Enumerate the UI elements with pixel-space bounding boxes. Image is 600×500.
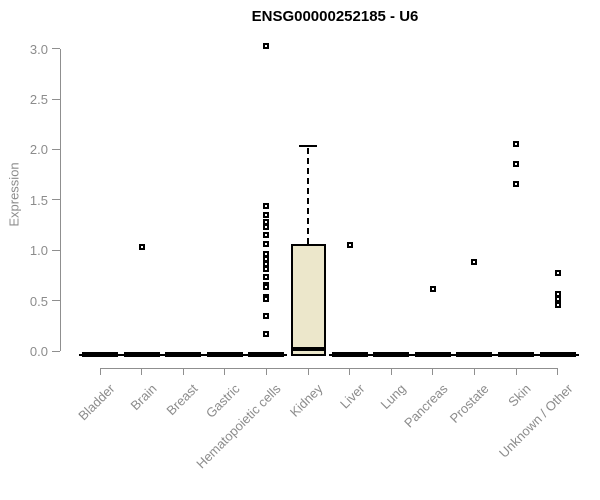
y-tick bbox=[52, 148, 60, 150]
x-tick bbox=[99, 368, 101, 375]
y-tick bbox=[52, 98, 60, 100]
outlier-point bbox=[263, 266, 270, 273]
x-tick bbox=[515, 368, 517, 375]
outlier-point bbox=[471, 259, 478, 266]
outlier-point bbox=[513, 180, 519, 187]
outlier-point bbox=[554, 270, 561, 277]
outlier-point bbox=[263, 274, 270, 281]
zero-median-bar bbox=[373, 352, 410, 357]
zero-median-bar bbox=[331, 352, 368, 357]
outlier-point bbox=[263, 232, 270, 239]
y-tick-label: 2.0 bbox=[29, 142, 48, 158]
y-tick bbox=[52, 300, 60, 302]
outlier-point bbox=[263, 218, 270, 225]
zero-median-bar bbox=[165, 352, 202, 357]
zero-median-bar bbox=[539, 352, 576, 357]
zero-median-bar bbox=[498, 352, 534, 357]
x-tick bbox=[141, 368, 143, 375]
y-tick-label: 1.5 bbox=[29, 192, 48, 208]
y-tick-label: 3.0 bbox=[29, 41, 48, 57]
x-tick bbox=[224, 368, 226, 375]
y-tick-label: 1.0 bbox=[29, 243, 48, 259]
x-tick bbox=[432, 368, 434, 375]
x-tick bbox=[473, 368, 475, 375]
outlier-point bbox=[263, 295, 270, 302]
y-tick bbox=[52, 199, 60, 201]
y-tick-label: 0.5 bbox=[29, 293, 48, 309]
x-tick-label: Prostate bbox=[447, 381, 492, 426]
zero-median-bar bbox=[456, 352, 493, 357]
x-tick bbox=[349, 368, 351, 375]
upper-whisker bbox=[307, 148, 309, 245]
x-tick-label: Lung bbox=[377, 381, 409, 413]
x-tick-label: Liver bbox=[336, 381, 368, 412]
x-tick-label: Unknown / Other bbox=[495, 381, 576, 461]
outlier-point bbox=[263, 284, 270, 291]
y-tick bbox=[52, 249, 60, 251]
whisker-cap bbox=[299, 145, 317, 148]
outlier-point bbox=[429, 285, 436, 292]
x-tick-label: Pancreas bbox=[400, 381, 451, 431]
outlier-point bbox=[263, 202, 270, 209]
y-tick bbox=[52, 350, 60, 352]
zero-median-bar bbox=[248, 352, 285, 357]
outlier-point bbox=[346, 242, 353, 249]
median-line bbox=[290, 346, 326, 351]
outlier-point bbox=[513, 141, 519, 148]
x-tick-label: Gastric bbox=[202, 381, 243, 421]
outlier-point bbox=[263, 251, 270, 258]
outlier-point bbox=[554, 301, 561, 308]
x-axis-line bbox=[100, 368, 558, 369]
y-tick-label: 0.0 bbox=[29, 344, 48, 359]
x-tick-label: Bladder bbox=[75, 381, 118, 424]
x-tick bbox=[307, 368, 309, 375]
x-tick-label: Brain bbox=[127, 381, 160, 414]
outlier-point bbox=[263, 261, 270, 268]
outlier-point bbox=[263, 241, 270, 248]
y-tick bbox=[52, 48, 60, 50]
zero-median-bar bbox=[82, 352, 118, 357]
outlier-point bbox=[513, 160, 519, 167]
zero-median-bar bbox=[123, 352, 160, 357]
outlier-point bbox=[263, 256, 270, 263]
outlier-point bbox=[554, 295, 561, 302]
x-tick bbox=[390, 368, 392, 375]
x-tick-label: Breast bbox=[163, 381, 201, 419]
x-tick bbox=[182, 368, 184, 375]
x-tick bbox=[557, 368, 559, 375]
x-tick-label: Kidney bbox=[286, 381, 326, 420]
outlier-point bbox=[263, 224, 270, 231]
outlier-point bbox=[263, 211, 270, 218]
outlier-point bbox=[138, 244, 145, 251]
y-tick-label: 2.5 bbox=[29, 92, 48, 107]
outlier-point bbox=[263, 42, 270, 49]
box bbox=[290, 244, 326, 356]
outlier-point bbox=[263, 312, 270, 319]
x-tick-label: Skin bbox=[505, 381, 534, 410]
chart-title: ENSG00000252185 - U6 bbox=[251, 8, 419, 25]
x-tick bbox=[265, 368, 267, 375]
outlier-point bbox=[263, 330, 270, 337]
outlier-point bbox=[554, 290, 561, 297]
zero-median-bar bbox=[414, 352, 451, 357]
y-axis-line bbox=[60, 48, 61, 351]
zero-median-bar bbox=[206, 352, 243, 357]
